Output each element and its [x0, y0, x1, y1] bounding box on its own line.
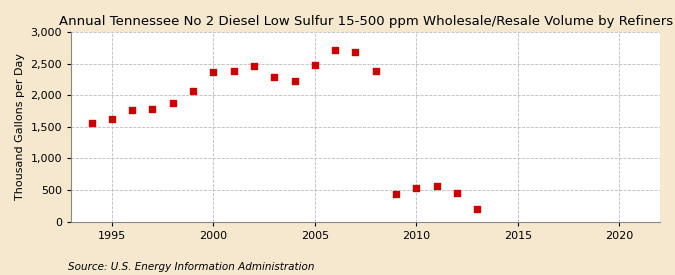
Point [86, 120, 97, 125]
Point [431, 184, 442, 188]
Point [167, 101, 178, 106]
Point [127, 108, 138, 112]
Point [147, 107, 158, 111]
Point [330, 48, 341, 52]
Point [371, 69, 381, 73]
Point [452, 191, 462, 196]
Point [289, 78, 300, 83]
Point [309, 63, 320, 67]
Point [269, 75, 279, 80]
Point [350, 50, 361, 54]
Point [472, 207, 483, 211]
Point [188, 89, 198, 93]
Y-axis label: Thousand Gallons per Day: Thousand Gallons per Day [15, 53, 25, 200]
Point [411, 186, 422, 190]
Point [391, 192, 402, 196]
Text: Source: U.S. Energy Information Administration: Source: U.S. Energy Information Administ… [68, 262, 314, 272]
Title: Annual Tennessee No 2 Diesel Low Sulfur 15-500 ppm Wholesale/Resale Volume by Re: Annual Tennessee No 2 Diesel Low Sulfur … [59, 15, 673, 28]
Point [208, 70, 219, 75]
Point [228, 68, 239, 73]
Point [107, 117, 117, 122]
Point [248, 64, 259, 68]
